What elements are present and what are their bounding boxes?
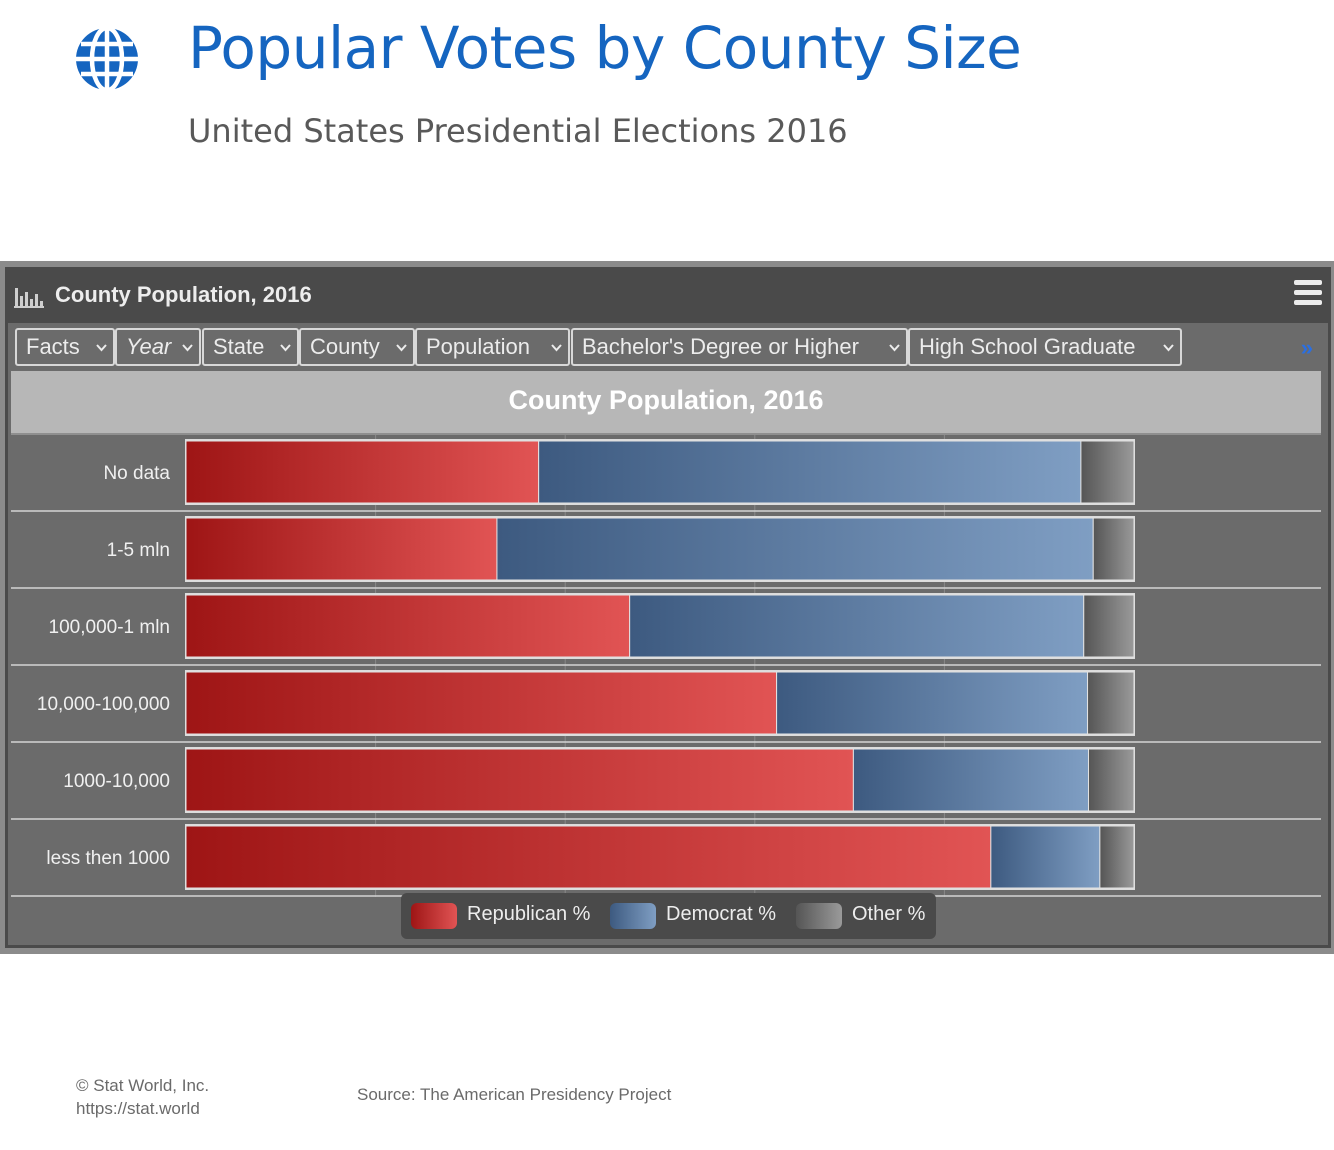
bar-other-1-5-mln[interactable] bbox=[1092, 517, 1135, 581]
bar-democrat-1-5-mln[interactable] bbox=[496, 517, 1094, 581]
chart-legend: Republican % Democrat % Other % bbox=[401, 893, 936, 939]
legend-label-other: Other % bbox=[852, 903, 926, 925]
bar-democrat-no-data[interactable] bbox=[538, 440, 1082, 504]
page-title: Popular Votes by County Size bbox=[188, 14, 1022, 82]
bar-other-100-000-1-mln[interactable] bbox=[1083, 594, 1135, 658]
legend-swatch-democrat bbox=[610, 903, 656, 929]
high-school-graduate-dropdown-label: High School Graduate bbox=[919, 334, 1136, 359]
page-subtitle: United States Presidential Elections 201… bbox=[188, 112, 848, 150]
stacked-bar-chart: No data 1-5 mln 100,000-1 mln 10,000-100,00… bbox=[11, 435, 1321, 897]
panel-header: County Population, 2016 bbox=[8, 270, 1328, 323]
bachelors-degree-dropdown[interactable]: Bachelor's Degree or Higher bbox=[571, 328, 908, 366]
chevron-down-icon bbox=[889, 344, 900, 352]
hamburger-menu-icon[interactable] bbox=[1294, 280, 1322, 310]
filter-toolbar: Facts Year State County Population Bache… bbox=[8, 323, 1328, 371]
bar-republican-10-000-100-000[interactable] bbox=[185, 671, 778, 735]
facts-dropdown-label: Facts bbox=[26, 334, 80, 359]
bar-republican-less-then-1000[interactable] bbox=[185, 825, 992, 889]
state-dropdown-label: State bbox=[213, 334, 265, 359]
bar-republican-1-5-mln[interactable] bbox=[185, 517, 498, 581]
chart-title: County Population, 2016 bbox=[508, 385, 824, 415]
chart-panel: County Population, 2016 Facts Year State… bbox=[5, 267, 1331, 948]
chart-title-bar: County Population, 2016 bbox=[11, 371, 1321, 435]
footer-copyright: © Stat World, Inc. https://stat.world bbox=[76, 1074, 209, 1120]
bar-republican-100-000-1-mln[interactable] bbox=[185, 594, 631, 658]
legend-label-democrat: Democrat % bbox=[666, 903, 777, 925]
footer-source: Source: The American Presidency Project bbox=[357, 1085, 672, 1104]
category-label: 1000-10,000 bbox=[63, 771, 170, 792]
panel-title: County Population, 2016 bbox=[55, 282, 312, 307]
bar-other-1000-10-000[interactable] bbox=[1087, 748, 1135, 812]
bar-other-less-then-1000[interactable] bbox=[1099, 825, 1135, 889]
bar-other-10-000-100-000[interactable] bbox=[1087, 671, 1135, 735]
category-label: 10,000-100,000 bbox=[37, 694, 170, 715]
bachelors-degree-dropdown-label: Bachelor's Degree or Higher bbox=[582, 334, 859, 359]
category-label: No data bbox=[103, 463, 170, 484]
bar-republican-no-data[interactable] bbox=[185, 440, 540, 504]
copyright-text: © Stat World, Inc. bbox=[76, 1076, 210, 1095]
bar-other-no-data[interactable] bbox=[1080, 440, 1135, 504]
category-label: 100,000-1 mln bbox=[49, 617, 170, 638]
bar-republican-1000-10-000[interactable] bbox=[185, 748, 854, 812]
year-dropdown[interactable]: Year bbox=[115, 328, 201, 366]
category-label: less then 1000 bbox=[46, 848, 170, 869]
year-dropdown-label: Year bbox=[126, 334, 172, 359]
population-dropdown-label: Population bbox=[426, 334, 530, 359]
high-school-graduate-dropdown[interactable]: High School Graduate bbox=[908, 328, 1182, 366]
chevron-down-icon bbox=[96, 344, 107, 352]
legend-swatch-republican bbox=[411, 903, 457, 929]
county-dropdown-label: County bbox=[310, 334, 380, 359]
bar-democrat-less-then-1000[interactable] bbox=[990, 825, 1101, 889]
bar-democrat-100-000-1-mln[interactable] bbox=[629, 594, 1085, 658]
bar-chart-icon bbox=[14, 288, 44, 308]
chevron-down-icon bbox=[551, 344, 562, 352]
legend-label-republican: Republican % bbox=[467, 903, 591, 925]
globe-icon bbox=[76, 26, 138, 92]
population-dropdown[interactable]: Population bbox=[415, 328, 570, 366]
chevron-down-icon bbox=[182, 344, 193, 352]
facts-dropdown[interactable]: Facts bbox=[15, 328, 115, 366]
site-url[interactable]: https://stat.world bbox=[76, 1099, 200, 1118]
chevron-down-icon bbox=[1163, 344, 1174, 352]
chevron-down-icon bbox=[280, 344, 291, 352]
county-dropdown[interactable]: County bbox=[299, 328, 415, 366]
state-dropdown[interactable]: State bbox=[202, 328, 299, 366]
category-label: 1-5 mln bbox=[107, 540, 170, 561]
chevron-down-icon bbox=[396, 344, 407, 352]
bar-democrat-1000-10-000[interactable] bbox=[852, 748, 1089, 812]
bar-democrat-10-000-100-000[interactable] bbox=[776, 671, 1089, 735]
legend-swatch-other bbox=[796, 903, 842, 929]
